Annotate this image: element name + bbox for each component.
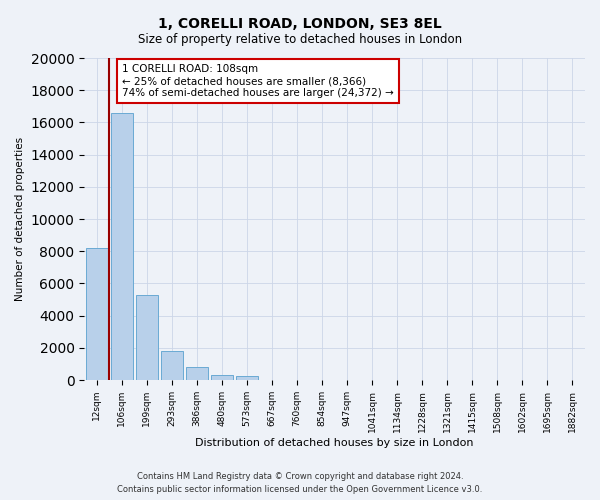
Y-axis label: Number of detached properties: Number of detached properties: [15, 137, 25, 301]
Text: Size of property relative to detached houses in London: Size of property relative to detached ho…: [138, 32, 462, 46]
X-axis label: Distribution of detached houses by size in London: Distribution of detached houses by size …: [196, 438, 474, 448]
Bar: [110, 113, 133, 380]
Bar: [161, 351, 183, 380]
Text: Contains HM Land Registry data © Crown copyright and database right 2024.
Contai: Contains HM Land Registry data © Crown c…: [118, 472, 482, 494]
Text: 1 CORELLI ROAD: 108sqm
← 25% of detached houses are smaller (8,366)
74% of semi-: 1 CORELLI ROAD: 108sqm ← 25% of detached…: [122, 64, 394, 98]
Bar: [185, 367, 208, 380]
Bar: [136, 294, 158, 380]
Bar: [236, 376, 258, 380]
Bar: [86, 248, 108, 380]
Text: 1, CORELLI ROAD, LONDON, SE3 8EL: 1, CORELLI ROAD, LONDON, SE3 8EL: [158, 18, 442, 32]
Bar: [211, 376, 233, 380]
